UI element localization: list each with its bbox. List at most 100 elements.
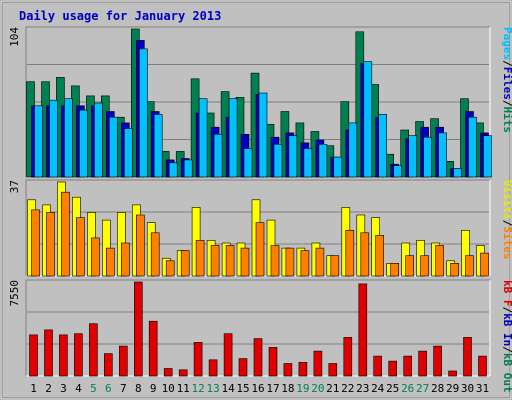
legend-part: Pages <box>501 27 512 60</box>
bar-sites-31 <box>480 252 489 277</box>
x-tick-label-15: 15 <box>236 382 249 395</box>
bar-sites-16 <box>255 222 265 277</box>
legend-part: Sites <box>501 226 512 259</box>
bar-pages-30 <box>468 116 477 178</box>
bar-kb-f-27 <box>418 350 427 377</box>
bar-kb-f-14 <box>223 333 233 377</box>
x-tick-label-23: 23 <box>356 382 369 395</box>
bar-sites-6 <box>106 247 115 277</box>
bar-kb-f-1 <box>29 334 38 377</box>
bar-kb-f-6 <box>104 353 113 377</box>
bar-kb-f-26 <box>403 355 413 377</box>
y-axis-max-label: 7550 <box>8 280 21 307</box>
bar-kb-f-29 <box>448 370 457 377</box>
bar-kb-f-12 <box>193 342 203 377</box>
bar-kb-f-9 <box>148 320 158 377</box>
bar-kb-f-25 <box>388 360 398 377</box>
legend-label: kB F/kB In/kB Out <box>501 280 512 393</box>
x-tick-label-17: 17 <box>266 382 279 395</box>
legend-part: / <box>501 307 512 314</box>
bar-pages-1 <box>34 105 43 178</box>
bar-pages-6 <box>109 116 118 178</box>
chart-title: Daily usage for January 2013 <box>19 9 221 23</box>
x-tick-label-3: 3 <box>60 382 67 395</box>
bar-pages-25 <box>393 165 403 178</box>
bar-pages-31 <box>483 135 492 178</box>
x-tick-label-8: 8 <box>135 382 142 395</box>
x-tick-label-29: 29 <box>446 382 459 395</box>
bar-sites-13 <box>210 245 220 277</box>
bar-pages-22 <box>348 122 358 178</box>
bar-sites-7 <box>121 242 130 277</box>
bar-kb-f-24 <box>373 355 383 377</box>
legend-part: / <box>501 60 512 67</box>
legend-part: / <box>501 100 512 107</box>
x-tick-label-5: 5 <box>90 382 97 395</box>
bar-kb-f-19 <box>298 361 308 377</box>
chart-panels: 104Pages/Files/Hits37Visits/Sites7550kB … <box>8 26 512 393</box>
x-tick-label-18: 18 <box>281 382 294 395</box>
x-tick-label-12: 12 <box>191 382 204 395</box>
bar-sites-29 <box>450 262 459 277</box>
x-tick-label-16: 16 <box>251 382 264 395</box>
x-tick-label-6: 6 <box>105 382 112 395</box>
x-axis: 1 2 3 4 5 6 7 8 9 10 11 12 13 14 15 16 17 18 19 20 21 22 23 24 2… <box>30 382 489 395</box>
legend-part: Files <box>501 67 512 100</box>
y-axis-max-label: 37 <box>8 180 21 193</box>
x-tick-label-30: 30 <box>461 382 474 395</box>
bar-kb-f-15 <box>238 358 248 377</box>
x-tick-label-27: 27 <box>416 382 429 395</box>
bar-pages-10 <box>168 162 178 178</box>
bar-sites-8 <box>136 214 145 277</box>
x-tick-label-1: 1 <box>30 382 37 395</box>
legend-part: kB Out <box>501 353 512 393</box>
bar-kb-f-10 <box>163 368 173 377</box>
x-tick-label-13: 13 <box>206 382 219 395</box>
y-axis-max-label: 104 <box>8 27 21 47</box>
bar-sites-17 <box>270 245 280 277</box>
bar-kb-f-20 <box>313 350 323 377</box>
x-tick-label-31: 31 <box>476 382 489 395</box>
bar-pages-21 <box>333 156 343 178</box>
legend-part: / <box>501 346 512 353</box>
bar-kb-f-5 <box>89 323 98 377</box>
bar-sites-5 <box>91 237 100 277</box>
chart-panel-1: 104 Pages/Files/Hits <box>8 26 512 178</box>
x-tick-label-28: 28 <box>431 382 444 395</box>
bar-sites-30 <box>465 255 474 277</box>
legend-part: / <box>501 220 512 227</box>
bar-pages-27 <box>423 136 432 178</box>
bar-pages-23 <box>363 61 373 178</box>
bar-kb-f-23 <box>358 283 368 377</box>
bar-kb-f-16 <box>253 338 263 377</box>
bar-pages-7 <box>124 128 133 178</box>
bar-pages-28 <box>438 132 447 178</box>
bar-pages-20 <box>318 144 328 178</box>
x-tick-label-11: 11 <box>177 382 190 395</box>
bar-sites-12 <box>195 240 205 277</box>
x-tick-label-2: 2 <box>45 382 52 395</box>
bar-pages-14 <box>228 98 238 178</box>
x-tick-label-25: 25 <box>386 382 399 395</box>
legend-part: kB In <box>501 313 512 346</box>
legend-part: Visits <box>501 180 512 220</box>
bar-kb-f-4 <box>74 333 83 377</box>
legend-label: Pages/Files/Hits <box>501 27 512 133</box>
bar-kb-f-21 <box>328 363 338 377</box>
bar-pages-15 <box>243 148 253 178</box>
bar-pages-8 <box>139 48 148 178</box>
bar-pages-26 <box>408 135 418 178</box>
bar-sites-14 <box>225 245 235 277</box>
chart-panel-3: 7550 kB F/kB In/kB Out <box>8 279 512 393</box>
x-tick-label-7: 7 <box>120 382 127 395</box>
bar-pages-4 <box>79 109 88 178</box>
legend-label: Visits/Sites <box>501 180 512 260</box>
bar-pages-18 <box>288 135 298 178</box>
bar-kb-f-3 <box>59 334 68 377</box>
bar-kb-f-2 <box>44 329 53 377</box>
bar-pages-5 <box>94 102 103 178</box>
bar-sites-23 <box>360 232 370 277</box>
